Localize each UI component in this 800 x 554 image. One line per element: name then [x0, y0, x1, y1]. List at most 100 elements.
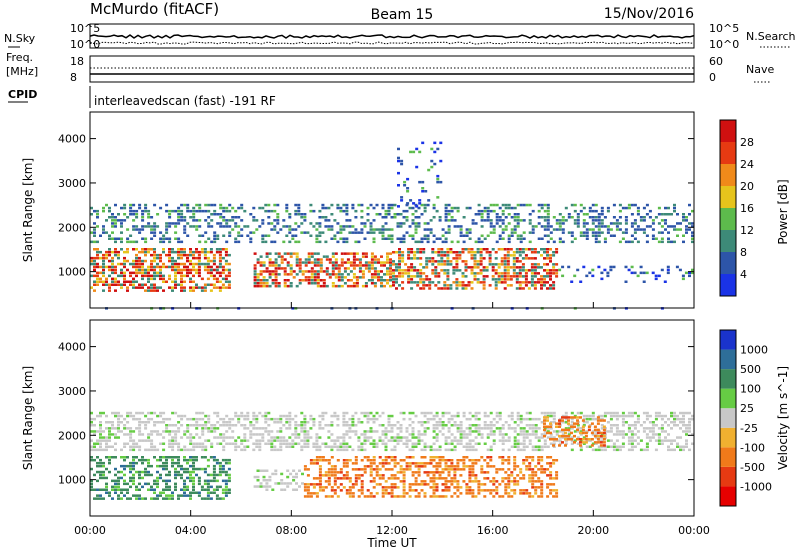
scatter-cell: [339, 209, 343, 213]
scatter-cell: [111, 250, 114, 254]
scatter-cell: [249, 213, 253, 216]
scatter-cell: [333, 492, 337, 495]
scatter-cell: [204, 445, 208, 448]
scatter-cell: [504, 483, 508, 486]
scatter-cell: [506, 266, 510, 269]
scatter-cell: [567, 434, 570, 438]
scatter-cell: [431, 269, 435, 272]
scatter-cell: [473, 254, 477, 257]
scatter-cell: [123, 206, 127, 210]
scatter-cell: [443, 260, 447, 263]
scatter-cell: [657, 274, 661, 278]
scatter-cell: [333, 442, 337, 445]
scatter-cell: [678, 268, 682, 272]
scatter-cell: [228, 417, 232, 421]
scatter-cell: [446, 278, 450, 281]
scatter-cell: [189, 491, 192, 494]
scatter-cell: [546, 225, 550, 228]
scatter-cell: [576, 436, 580, 439]
scatter-cell: [462, 240, 466, 244]
scatter-cell: [364, 252, 368, 255]
scatter-cell: [501, 231, 505, 234]
scatter-cell: [372, 486, 376, 489]
scatter-cell: [183, 250, 186, 254]
scatter-cell: [506, 269, 510, 272]
scatter-cell: [507, 486, 511, 489]
scatter-cell: [186, 494, 189, 497]
scatter-cell: [105, 250, 108, 254]
scatter-cell: [377, 270, 380, 273]
scatter-cell: [168, 222, 172, 225]
scatter-cell: [159, 473, 162, 477]
scatter-cell: [420, 462, 424, 465]
scatter-cell: [274, 258, 278, 261]
scatter-cell: [237, 414, 241, 418]
scatter-cell: [606, 225, 610, 228]
scatter-cell: [355, 258, 359, 261]
scatter-cell: [348, 430, 352, 433]
scatter-cell: [495, 414, 499, 418]
scatter-cell: [364, 255, 368, 258]
scatter-cell: [105, 485, 108, 489]
scatter-cell: [437, 251, 441, 254]
scatter-cell: [192, 424, 196, 427]
scatter-cell: [369, 225, 373, 228]
scatter-cell: [209, 473, 213, 477]
scatter-cell: [440, 269, 444, 272]
scatter-cell: [354, 474, 358, 477]
scatter-cell: [512, 257, 516, 260]
scatter-cell: [381, 237, 385, 240]
scatter-cell: [156, 271, 159, 275]
scatter-cell: [192, 206, 196, 210]
scatter-cell: [348, 436, 352, 439]
scatter-cell: [200, 248, 204, 251]
scatter-cell: [111, 213, 114, 216]
scatter-cell: [218, 248, 222, 251]
scatter-cell: [129, 436, 133, 439]
scatter-cell: [558, 219, 562, 222]
scatter-cell: [321, 414, 325, 418]
scatter-cell: [593, 441, 597, 444]
scatter-cell: [212, 488, 216, 491]
scatter-cell: [209, 289, 213, 292]
scatter-cell: [570, 427, 574, 430]
scatter-cell: [307, 270, 311, 273]
scatter-cell: [432, 436, 436, 439]
scatter-cell: [513, 445, 517, 448]
scatter-cell: [438, 237, 442, 240]
scatter-cell: [363, 225, 367, 228]
scatter-cell: [129, 470, 132, 474]
scatter-cell: [195, 473, 198, 477]
scatter-cell: [447, 213, 451, 216]
scatter-cell: [369, 462, 373, 465]
scatter-cell: [588, 271, 592, 275]
scatter-cell: [285, 209, 289, 213]
scatter-cell: [224, 482, 228, 486]
scatter-cell: [468, 465, 472, 468]
scatter-cell: [123, 262, 126, 266]
scatter-cell: [663, 280, 667, 283]
scatter-cell: [534, 433, 538, 436]
scatter-cell: [435, 483, 439, 486]
scatter-cell: [90, 424, 93, 427]
scatter-cell: [141, 283, 144, 286]
scatter-cell: [402, 459, 406, 462]
scatter-cell: [358, 267, 362, 270]
scatter-cell: [360, 483, 364, 486]
scatter-cell: [546, 445, 550, 448]
scatter-cell: [108, 216, 111, 219]
scatter-cell: [507, 206, 511, 210]
scatter-cell: [348, 424, 352, 427]
scatter-cell: [384, 456, 388, 459]
scatter-cell: [240, 228, 244, 231]
scatter-cell: [297, 206, 301, 210]
scatter-cell: [135, 411, 139, 415]
scatter-cell: [537, 281, 540, 284]
scatter-cell: [309, 462, 313, 465]
scatter-cell: [512, 254, 516, 257]
scatter-cell: [372, 495, 376, 498]
scatter-cell: [363, 471, 367, 474]
scatter-cell: [395, 287, 398, 290]
scatter-cell: [206, 485, 210, 489]
scatter-cell: [486, 234, 490, 237]
